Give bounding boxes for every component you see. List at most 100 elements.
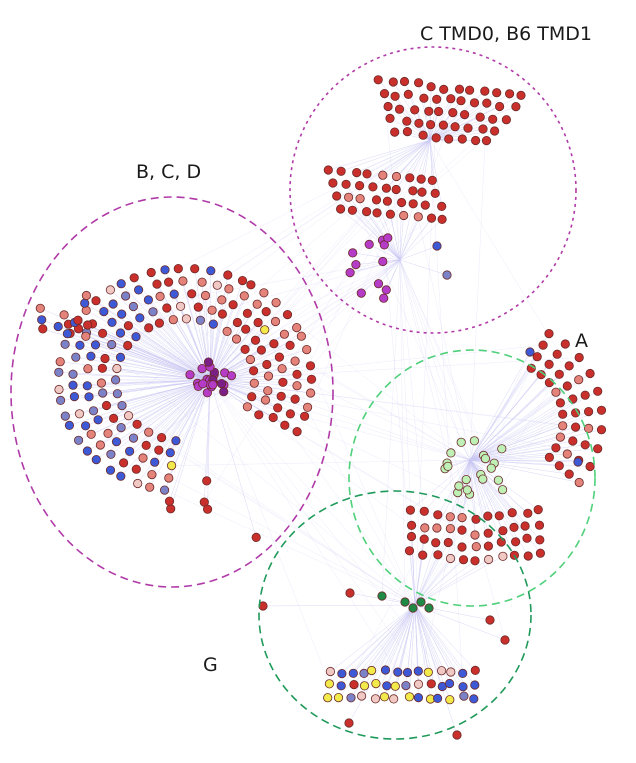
edge [96,379,211,460]
node-bcd [145,482,155,492]
node-top [432,94,442,104]
node-bcd [305,361,316,371]
node-g [393,667,403,677]
edge [207,379,211,510]
edge [469,459,539,510]
node-top [488,114,498,124]
node-bcd [74,409,85,419]
node-top [469,98,480,108]
node-bcd [222,326,232,336]
edge [469,385,568,461]
edge [399,259,513,513]
node-top [378,170,388,180]
node-g [336,681,346,691]
edge [414,479,467,606]
node-g-core [400,597,410,607]
node-bcd [141,440,151,450]
node-bcd-core [197,363,207,374]
node-bcd [138,453,148,463]
node-bcd [237,275,248,286]
node-a [431,538,441,548]
node-bcd [262,359,272,370]
node-a [507,508,517,518]
edge [58,372,211,381]
edge [469,459,580,483]
node-top [430,188,440,198]
node-g [379,692,390,702]
node-bcd [124,411,134,421]
node-bcd [224,284,234,294]
node-bcd [60,411,70,421]
edge [429,139,433,181]
node-a [596,405,607,415]
node-bcd [154,445,164,455]
node-bcd [112,363,122,374]
node-bcd [129,273,139,283]
node-g [445,695,455,705]
node-bcd [193,302,203,312]
node-top [379,89,390,99]
edge [429,93,510,141]
node-a [596,425,607,435]
node-bcd [217,309,227,319]
edge [409,550,416,606]
node-top [413,212,423,222]
edge [399,259,484,456]
node-top-core [383,233,393,243]
edge [469,459,591,467]
node-bcd [84,392,94,402]
node-top [343,192,354,202]
node-top [448,108,458,118]
node-a [498,551,508,561]
node-a [433,510,443,520]
node-bcd [242,308,252,318]
node-bcd [155,291,165,301]
node-g [371,678,381,689]
node-a [483,554,494,565]
node-g [470,665,480,676]
node-bcd [169,289,179,299]
node-bcd [292,381,302,391]
node-bcd-core [198,379,208,389]
node-bcd [187,289,197,299]
node-g [337,668,347,679]
node-bcd [60,339,70,349]
node-bcd [260,395,271,405]
node-a [523,508,533,518]
node-a [445,553,456,564]
edge [182,280,416,606]
node-a [457,542,467,552]
node-top [424,106,434,116]
node-a [580,390,590,400]
edge [209,374,298,381]
edge [128,415,416,606]
node-bcd [274,352,284,362]
node-g [324,679,334,689]
edge [137,379,211,484]
node-top [420,200,430,210]
edge [469,410,602,461]
edge [133,277,211,381]
edge [149,379,211,488]
edge [78,379,211,441]
node-a [562,449,572,459]
node-top [414,118,424,128]
node-a [585,368,595,379]
node-a [405,505,415,515]
node-top [463,123,473,133]
node-g [432,693,443,704]
node-g [359,668,369,679]
node-top [459,110,470,120]
edge [209,365,311,381]
node-bcd [116,471,126,481]
node-top-core [356,288,366,298]
label-a: A [575,330,588,352]
node-bcd [148,307,158,317]
node-top [385,209,395,219]
edge [121,283,416,606]
node-bcd [91,454,101,465]
edge [469,459,500,516]
node-bcd [190,264,200,274]
label-top-right: C TMD0, B6 TMD1 [420,23,592,45]
edge [414,559,464,606]
